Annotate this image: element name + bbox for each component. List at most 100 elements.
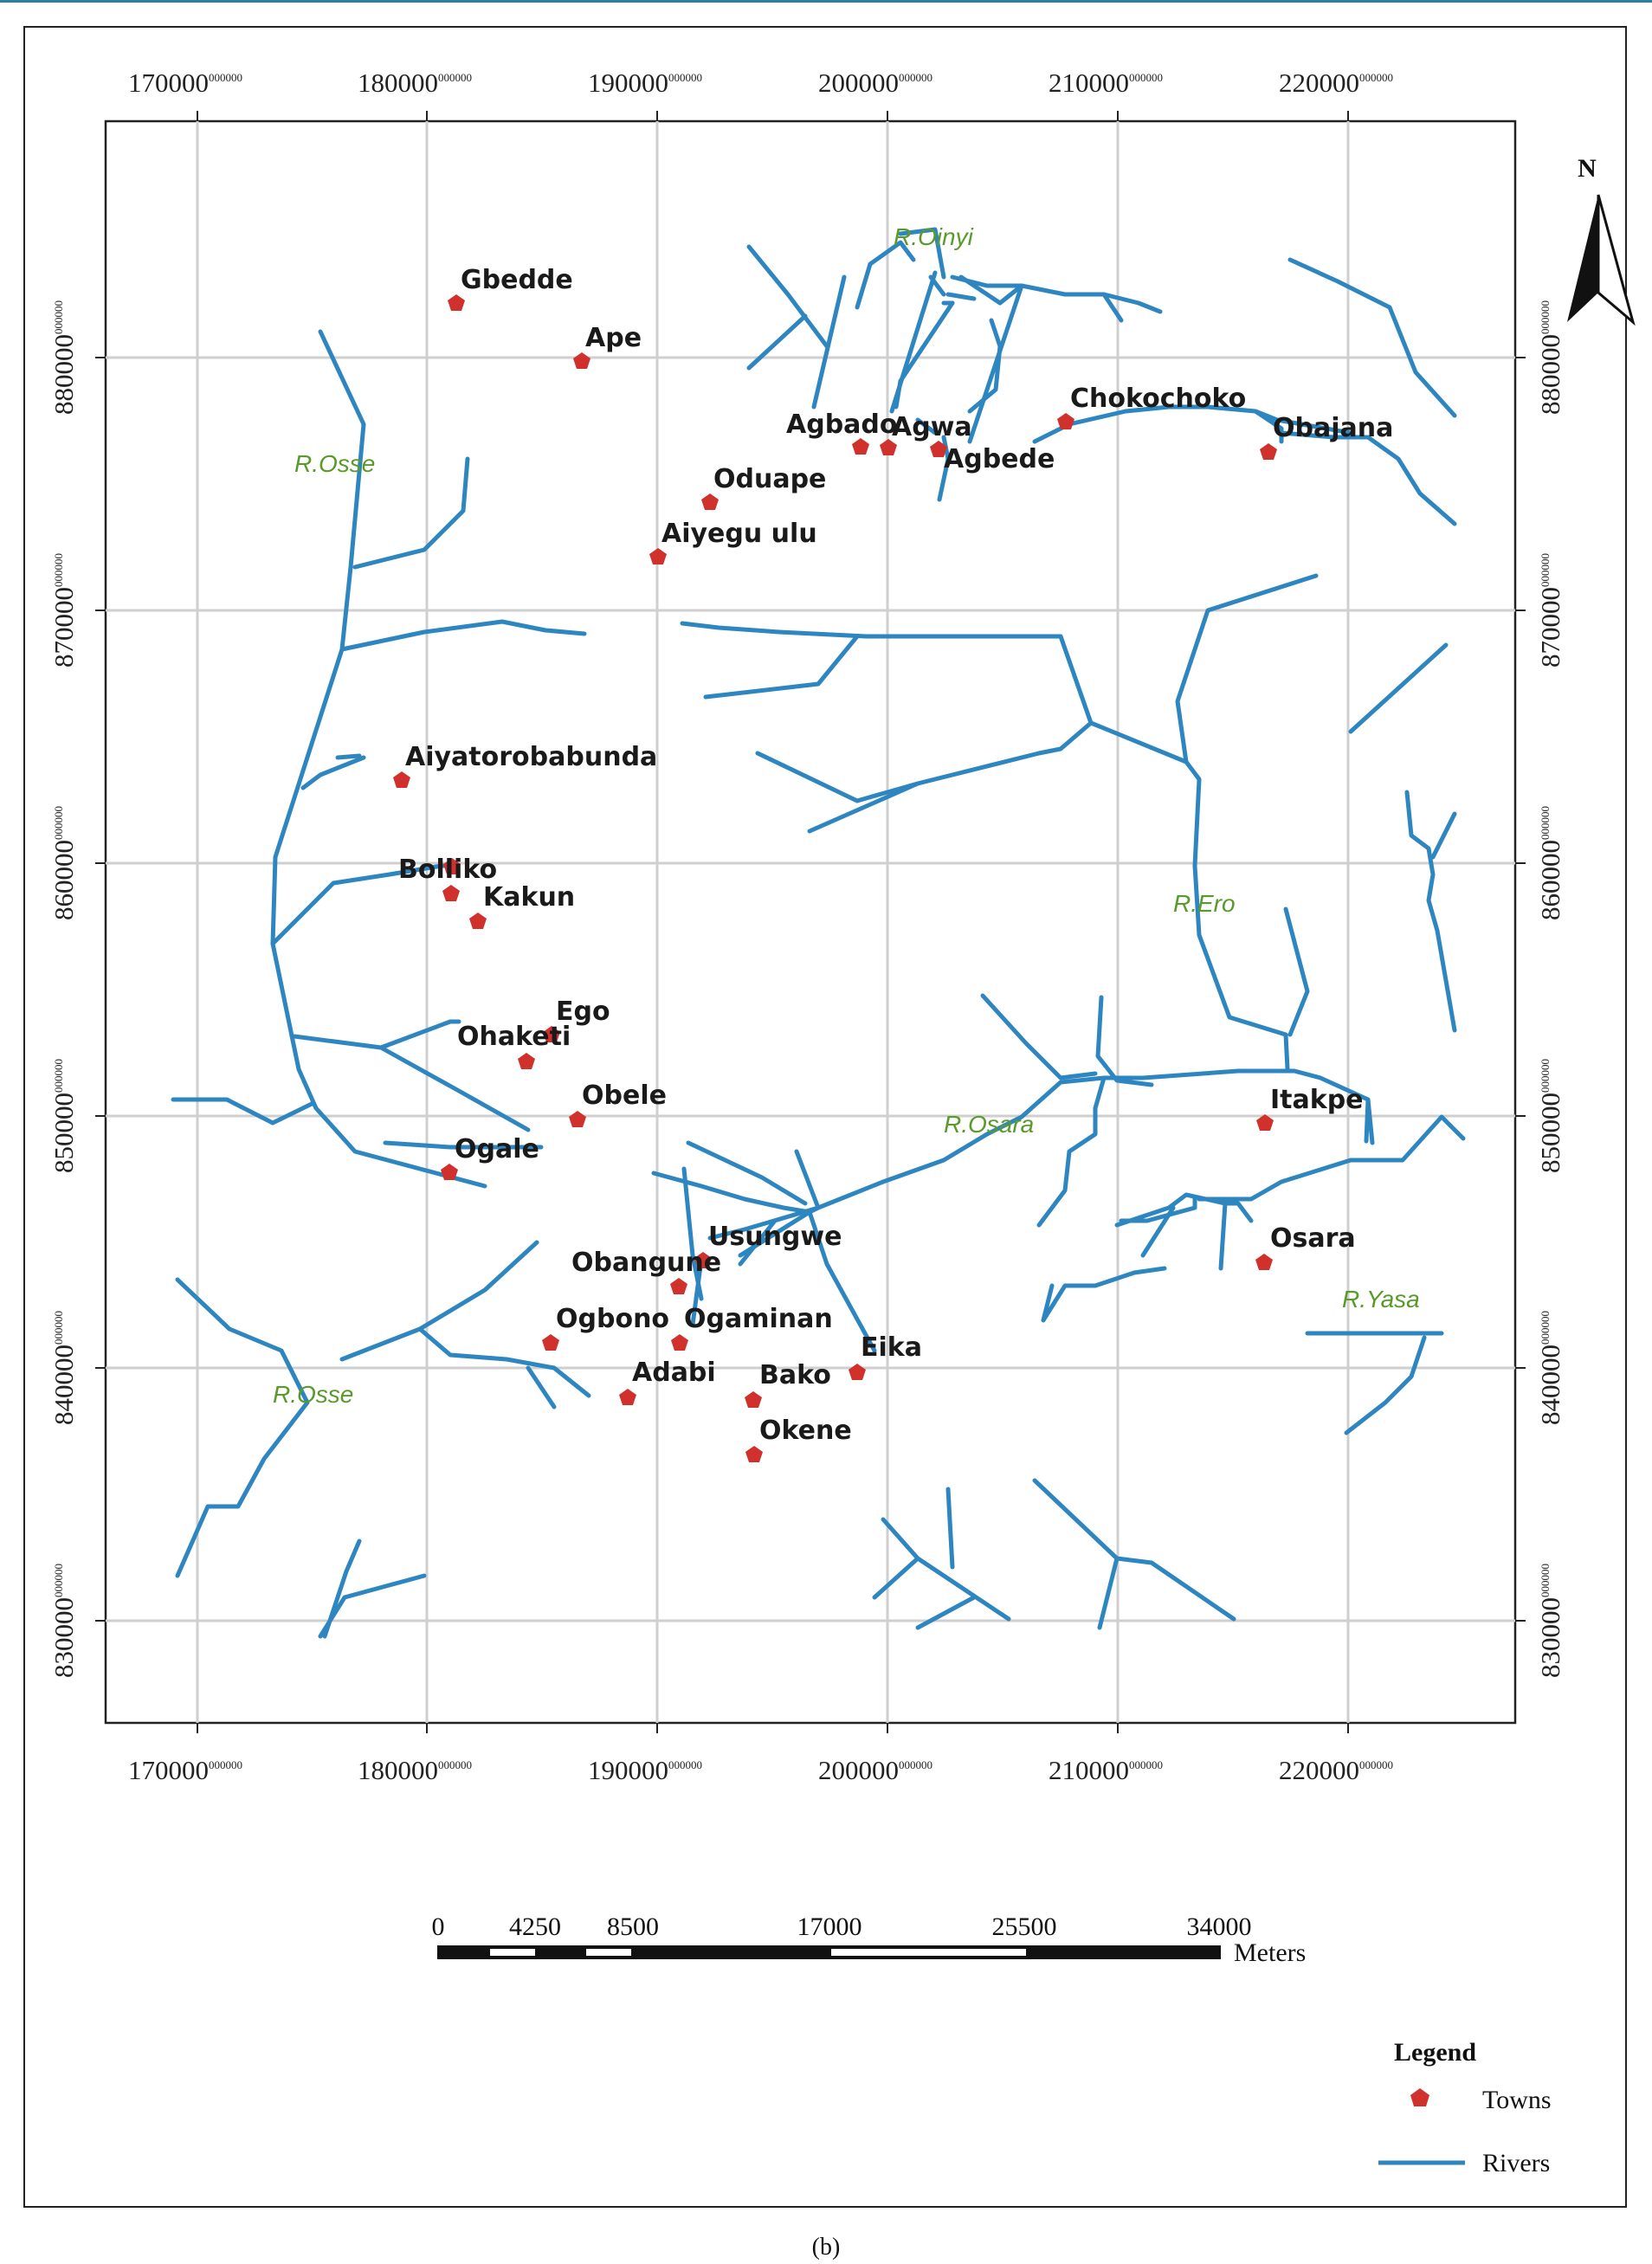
y-label-left: 850000000000 xyxy=(48,1059,79,1173)
river-line xyxy=(1114,1192,1228,1271)
town-marker xyxy=(1260,443,1277,460)
river-line xyxy=(270,329,487,1189)
x-axis-labels-top: 170000000000 180000000000 190000000000 2… xyxy=(128,68,1393,98)
legend-title: Legend xyxy=(1394,2038,1476,2067)
axis-ticks xyxy=(95,111,1526,1733)
y-axis-labels-left: 880000000000 870000000000 860000000000 8… xyxy=(48,300,79,1678)
town-label: Okene xyxy=(759,1416,852,1446)
scale-bar: 0 4250 8500 17000 25500 34000 Meters xyxy=(432,1912,1307,1967)
river-line xyxy=(526,1365,557,1409)
x-label-top: 200000000000 xyxy=(818,68,932,98)
town-label: Obele xyxy=(582,1080,667,1111)
river-line xyxy=(738,1209,877,1353)
scale-tick-label: 4250 xyxy=(509,1912,561,1941)
river-line xyxy=(335,753,362,760)
town-marker xyxy=(469,913,487,929)
scale-tick-label: 25500 xyxy=(992,1912,1057,1941)
river-line xyxy=(807,781,920,834)
river-line xyxy=(1197,1114,1466,1202)
town-marker xyxy=(649,548,667,564)
town-marker xyxy=(745,1391,762,1408)
y-label-left: 870000000000 xyxy=(48,553,79,668)
town-label: Adabi xyxy=(632,1358,716,1388)
y-label-right: 870000000000 xyxy=(1535,553,1565,668)
town-label: Aiyatorobabunda xyxy=(405,742,657,772)
river-line xyxy=(383,1140,544,1150)
town-label: Agbado xyxy=(786,410,898,440)
y-label-right: 830000000000 xyxy=(1535,1564,1565,1678)
river-line xyxy=(872,1556,920,1600)
y-label-left: 880000000000 xyxy=(48,300,79,415)
town-label: Obajana xyxy=(1273,413,1393,443)
x-label-top: 220000000000 xyxy=(1279,68,1393,98)
river-line xyxy=(1344,1335,1427,1435)
river-line xyxy=(1287,257,1457,418)
river-line xyxy=(945,1487,955,1570)
river-line xyxy=(339,1240,539,1362)
river-line xyxy=(339,619,587,652)
town-label: Eika xyxy=(861,1332,922,1363)
town-label: Ogbono xyxy=(556,1304,669,1334)
scale-bar-segment xyxy=(490,1949,535,1956)
river-line xyxy=(300,755,366,790)
river-line xyxy=(292,1019,461,1050)
town-label: Chokochoko xyxy=(1070,384,1246,414)
river-line xyxy=(1223,1201,1254,1223)
town-marker xyxy=(1255,1254,1273,1270)
river-line xyxy=(378,1045,531,1132)
town-label: Ape xyxy=(585,323,642,353)
town-marker xyxy=(441,1164,458,1180)
town-marker xyxy=(443,858,461,874)
north-arrow: N xyxy=(1567,154,1636,326)
town-marker xyxy=(573,352,590,369)
river-line xyxy=(175,1277,310,1578)
x-label-top: 190000000000 xyxy=(588,68,702,98)
town-marker xyxy=(930,441,947,457)
river-labels: R.Oinyi R.Osse R.Ero R.Osara R.Yasa R.Os… xyxy=(273,223,1420,1408)
town-label: Agbede xyxy=(944,444,1055,474)
town-marker xyxy=(542,1334,559,1351)
river-label: R.Yasa xyxy=(1342,1286,1420,1313)
river-label: R.Osse xyxy=(273,1381,353,1408)
river-line xyxy=(794,1149,821,1210)
river-line xyxy=(1119,1197,1197,1223)
map-panel xyxy=(104,119,1517,1725)
river-line xyxy=(898,227,946,280)
legend-town-symbol xyxy=(1410,2088,1429,2106)
y-label-left: 840000000000 xyxy=(48,1311,79,1425)
x-label-bottom: 190000000000 xyxy=(588,1755,702,1785)
river-line xyxy=(1279,430,1457,526)
river-line xyxy=(318,1573,427,1639)
y-label-right: 860000000000 xyxy=(1535,806,1565,920)
town-marker xyxy=(694,1252,712,1268)
river-line xyxy=(746,244,829,349)
town-marker xyxy=(393,771,410,788)
river-line xyxy=(1097,1556,1120,1630)
town-label: Agwa xyxy=(892,412,972,442)
scale-tick-label: 8500 xyxy=(607,1912,659,1941)
river-line xyxy=(945,292,977,301)
north-arrow-right-half xyxy=(1597,194,1636,326)
river-line xyxy=(958,274,1024,444)
river-line xyxy=(1095,995,1154,1087)
river-line xyxy=(915,1595,977,1630)
x-label-bottom: 210000000000 xyxy=(1049,1755,1163,1785)
x-label-bottom: 180000000000 xyxy=(358,1755,472,1785)
y-label-right: 840000000000 xyxy=(1535,1311,1565,1425)
river-line xyxy=(1101,292,1124,323)
river-line xyxy=(915,417,938,435)
x-label-top: 180000000000 xyxy=(358,68,472,98)
river-line xyxy=(1348,642,1449,734)
town-marker xyxy=(745,1446,763,1462)
figure-caption: (b) xyxy=(811,2234,841,2261)
town-marker xyxy=(701,493,719,510)
town-marker xyxy=(671,1334,688,1351)
river-label: R.Oinyi xyxy=(894,223,974,250)
town-label: Ogaminan xyxy=(684,1304,833,1334)
river-line xyxy=(1404,790,1457,1033)
scale-bar-segment xyxy=(586,1949,631,1956)
figure-frame xyxy=(23,26,1627,2208)
river-line xyxy=(1036,1075,1107,1228)
river-label: R.Osara xyxy=(944,1111,1034,1138)
